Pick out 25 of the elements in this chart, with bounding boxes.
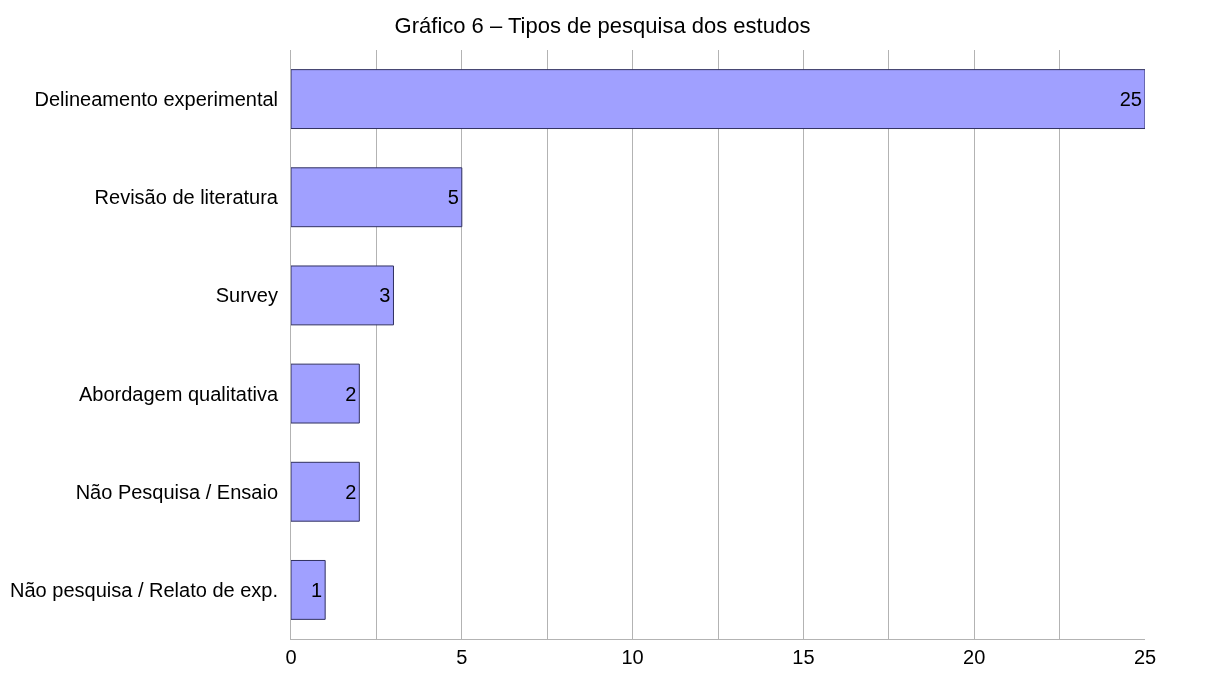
x-tick-label: 5 (456, 646, 468, 668)
data-label: 2 (345, 382, 357, 405)
data-label: 1 (311, 578, 323, 601)
x-tick-label: 15 (792, 646, 815, 668)
bar (291, 167, 463, 228)
data-label: 3 (379, 284, 391, 307)
data-label: 2 (345, 480, 357, 503)
y-tick-label: Revisão de literatura (94, 186, 279, 209)
bar (291, 69, 1145, 130)
bar (291, 461, 360, 522)
y-tick-label: Não Pesquisa / Ensaio (75, 480, 278, 503)
bar (291, 265, 394, 326)
x-tick-label: 25 (1133, 646, 1157, 668)
y-tick-label: Não pesquisa / Relato de exp. (10, 578, 278, 601)
x-tick-label: 10 (621, 646, 644, 668)
x-tick-label: 20 (963, 646, 986, 668)
data-label: 5 (447, 186, 459, 209)
data-label: 25 (1119, 88, 1142, 111)
y-tick-label: Delineamento experimental (34, 88, 278, 111)
chart-title: Gráfico 6 – Tipos de pesquisa dos estudos (394, 12, 811, 38)
y-tick-label: Abordagem qualitativa (78, 382, 279, 405)
bar (291, 559, 326, 620)
bar (291, 363, 360, 424)
x-tick-label: 0 (285, 646, 297, 668)
y-tick-label: Survey (215, 284, 278, 307)
